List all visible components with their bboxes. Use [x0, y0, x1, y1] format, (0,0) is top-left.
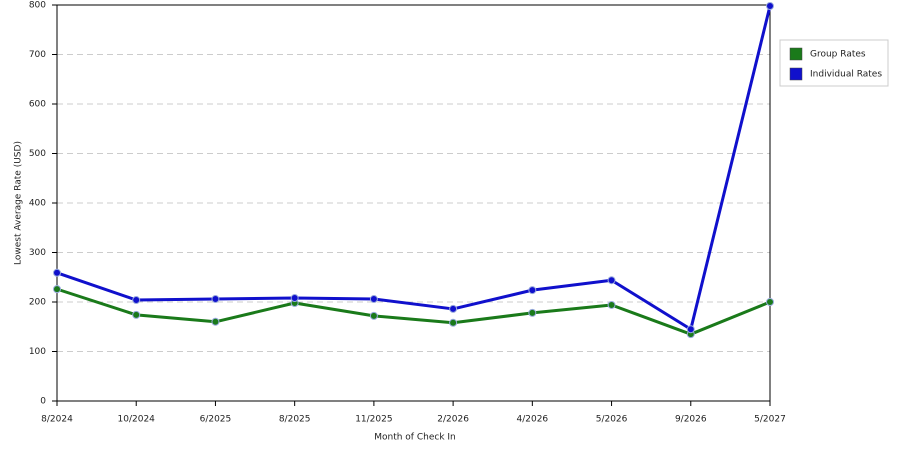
y-tick-label: 200: [29, 298, 46, 308]
plot-frame: [56, 4, 771, 402]
legend-label: Individual Rates: [810, 70, 882, 80]
y-tick-label: 700: [29, 50, 46, 60]
series-line: [56, 287, 771, 336]
x-tick-label: 6/2025: [200, 415, 232, 425]
point: [53, 285, 61, 294]
y-tick-label: 100: [29, 347, 46, 357]
point: [132, 296, 141, 305]
point: [449, 318, 458, 327]
legend-swatch: [789, 67, 803, 81]
y-tick-label: 300: [29, 248, 46, 258]
point: [211, 295, 220, 304]
y-tick-label: 800: [29, 1, 46, 11]
point: [528, 308, 537, 317]
x-tick-label: 5/2027: [754, 415, 786, 425]
x-tick-label: 10/2024: [118, 415, 156, 425]
point: [449, 304, 458, 313]
point: [132, 310, 141, 319]
y-tick-label: 500: [29, 149, 46, 159]
legend-label: Group Rates: [810, 50, 866, 60]
point: [369, 311, 378, 320]
point: [686, 325, 695, 334]
point: [607, 300, 616, 309]
point: [211, 317, 220, 326]
x-tick-label: 5/2026: [596, 415, 628, 425]
series-line: [56, 5, 772, 331]
point: [53, 268, 61, 277]
point: [766, 1, 774, 10]
y-tick-label: 600: [29, 100, 46, 110]
x-tick-label: 4/2026: [516, 415, 548, 425]
y-tick-label: 400: [29, 199, 46, 209]
point: [290, 294, 299, 303]
y-tick-label: 0: [40, 397, 46, 407]
point: [766, 298, 774, 306]
point: [528, 286, 537, 295]
y-axis-title: Lowest Average Rate (USD): [14, 141, 24, 265]
x-axis-title: Month of Check In: [374, 433, 456, 443]
x-tick-label: 9/2026: [675, 415, 707, 425]
point: [369, 295, 378, 304]
x-tick-label: 11/2025: [355, 415, 392, 425]
x-tick-label: 8/2024: [41, 415, 73, 425]
legend-swatch: [789, 47, 803, 61]
x-tick-label: 8/2025: [279, 415, 311, 425]
x-tick-label: 2/2026: [437, 415, 469, 425]
point: [607, 276, 616, 285]
